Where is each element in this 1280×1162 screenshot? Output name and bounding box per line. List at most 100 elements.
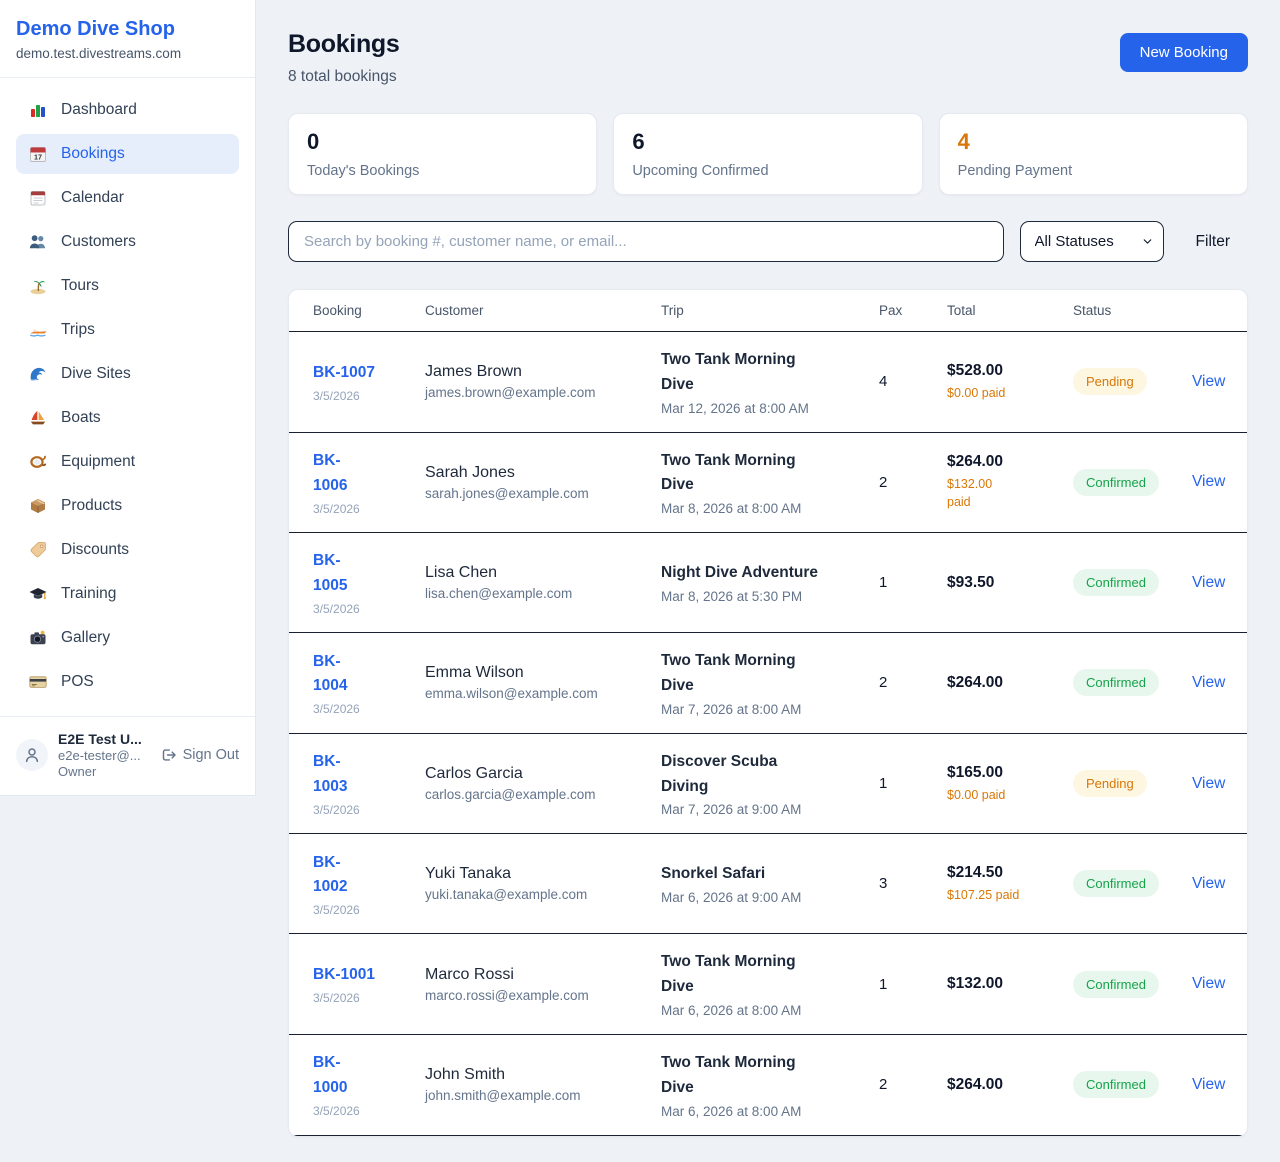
pax-value: 4 (879, 373, 888, 391)
booking-date: 3/5/2026 (313, 1104, 360, 1119)
trip-datetime: Mar 7, 2026 at 8:00 AM (661, 701, 802, 717)
total-amount: $264.00 (947, 1075, 1004, 1093)
status-badge: Confirmed (1073, 870, 1159, 898)
total-amount: $165.00 (947, 763, 1004, 781)
sidebar-nav-item[interactable]: Dive Sites (16, 354, 239, 394)
sidebar-nav-item[interactable]: Boats (16, 398, 239, 438)
sidebar-nav-item[interactable]: POS (16, 662, 239, 702)
trip-datetime: Mar 12, 2026 at 8:00 AM (661, 400, 809, 416)
sidebar: Demo Dive Shop demo.test.divestreams.com… (0, 0, 256, 1162)
col-header-customer: Customer (425, 303, 484, 318)
sidebar-nav-item[interactable]: Products (16, 486, 239, 526)
trip-cell: Two Tank Morning Dive Mar 6, 2026 at 8:0… (661, 950, 879, 1018)
user-role: Owner (58, 764, 97, 779)
sidebar-nav-item[interactable]: Trips (16, 310, 239, 350)
sidebar-nav-item-label: Calendar (61, 189, 124, 206)
signout-icon (159, 746, 177, 764)
wave-icon (28, 364, 48, 384)
total-amount: $264.00 (947, 453, 1004, 471)
sidebar-nav-item[interactable]: Discounts (16, 530, 239, 570)
new-booking-button[interactable]: New Booking (1119, 33, 1248, 72)
sidebar-nav-item[interactable]: Tours (16, 266, 239, 306)
view-link[interactable]: View (1192, 573, 1226, 591)
sidebar-nav-item-label: Trips (61, 321, 95, 338)
pax-value: 1 (879, 975, 888, 993)
trip-cell: Two Tank Morning Dive Mar 7, 2026 at 8:0… (661, 649, 879, 717)
brand-domain: demo.test.divestreams.com (16, 46, 182, 61)
trip-datetime: Mar 6, 2026 at 8:00 AM (661, 1103, 802, 1119)
sidebar-nav-item[interactable]: Bookings (16, 134, 239, 174)
grad-cap-icon (28, 584, 48, 604)
view-link[interactable]: View (1192, 874, 1226, 892)
sidebar-nav-item[interactable]: Gallery (16, 618, 239, 658)
status-select-wrap: All Statuses (1019, 221, 1164, 262)
booking-id-link[interactable]: BK- 1005 (313, 552, 348, 595)
filter-button[interactable]: Filter (1195, 232, 1230, 250)
table-row: BK- 1004 3/5/2026 Emma Wilson emma.wilso… (289, 633, 1247, 734)
booking-id-link[interactable]: BK-1001 (313, 966, 376, 984)
customer-cell: Emma Wilson emma.wilson@example.com (425, 664, 661, 701)
booking-cell: BK- 1000 3/5/2026 (313, 1051, 425, 1118)
user-section: E2E Test U... e2e-tester@... Owner Sign … (0, 716, 255, 795)
sidebar-panel: Demo Dive Shop demo.test.divestreams.com… (0, 0, 256, 796)
person-icon (22, 745, 42, 765)
view-link[interactable]: View (1192, 372, 1226, 390)
sidebar-nav-item[interactable]: Dashboard (16, 90, 239, 130)
booking-date: 3/5/2026 (313, 601, 360, 616)
sidebar-nav-item-label: Customers (61, 233, 136, 250)
total-cell: $93.50 (947, 574, 1073, 592)
sidebar-nav-item[interactable]: Customers (16, 222, 239, 262)
booking-id-link[interactable]: BK- 1002 (313, 853, 348, 896)
booking-id-link[interactable]: BK- 1000 (313, 1054, 348, 1097)
booking-id-link[interactable]: BK- 1003 (313, 753, 348, 796)
view-link[interactable]: View (1192, 975, 1226, 993)
booking-id-link[interactable]: BK- 1004 (313, 652, 348, 695)
trip-cell: Two Tank Morning Dive Mar 8, 2026 at 8:0… (661, 449, 879, 517)
actions-cell: View (1192, 975, 1225, 993)
customer-cell: Sarah Jones sarah.jones@example.com (425, 464, 661, 501)
booking-date: 3/5/2026 (313, 388, 360, 403)
customer-name: Sarah Jones (425, 463, 515, 481)
pax-value: 1 (879, 574, 888, 592)
customer-email: marco.rossi@example.com (425, 987, 589, 1003)
sign-out-button[interactable]: Sign Out (159, 746, 239, 764)
actions-cell: View (1192, 1076, 1225, 1094)
view-link[interactable]: View (1192, 473, 1226, 491)
search-input[interactable] (288, 221, 1004, 262)
customer-email: carlos.garcia@example.com (425, 787, 596, 803)
customer-name: Yuki Tanaka (425, 865, 511, 883)
trip-datetime: Mar 6, 2026 at 9:00 AM (661, 890, 802, 906)
customer-email: lisa.chen@example.com (425, 586, 573, 602)
speedboat-icon (28, 320, 48, 340)
trip-cell: Night Dive Adventure Mar 8, 2026 at 5:30… (661, 561, 879, 604)
view-link[interactable]: View (1192, 673, 1226, 691)
calendar-date-icon (28, 144, 48, 164)
total-cell: $165.00 $0.00 paid (947, 764, 1073, 804)
sidebar-nav-item[interactable]: Training (16, 574, 239, 614)
brand-title[interactable]: Demo Dive Shop (16, 18, 175, 40)
view-link[interactable]: View (1192, 1075, 1226, 1093)
actions-cell: View (1192, 574, 1225, 592)
total-amount: $214.50 (947, 863, 1004, 881)
table-row: BK- 1003 3/5/2026 Carlos Garcia carlos.g… (289, 734, 1247, 835)
sailboat-icon (28, 408, 48, 428)
user-name: E2E Test U... (58, 731, 142, 747)
customer-name: John Smith (425, 1066, 506, 1084)
sidebar-nav-item[interactable]: Equipment (16, 442, 239, 482)
sidebar-nav-item[interactable]: Calendar (16, 178, 239, 218)
sidebar-nav-item-label: Training (61, 585, 117, 602)
status-select[interactable]: All Statuses (1019, 221, 1164, 262)
col-header-status: Status (1073, 303, 1112, 318)
credit-card-icon (28, 672, 48, 692)
status-badge: Pending (1073, 368, 1147, 396)
view-link[interactable]: View (1192, 774, 1226, 792)
sidebar-nav-item-label: Dive Sites (61, 365, 131, 382)
total-amount: $93.50 (947, 573, 995, 591)
status-cell: Confirmed (1073, 1071, 1192, 1099)
booking-date: 3/5/2026 (313, 991, 360, 1006)
booking-id-link[interactable]: BK-1007 (313, 363, 376, 381)
booking-id-link[interactable]: BK- 1006 (313, 452, 348, 494)
filter-row: All Statuses Filter (288, 221, 1248, 262)
total-amount: $132.00 (947, 975, 1004, 993)
trip-name: Two Tank Morning Dive (661, 652, 796, 694)
